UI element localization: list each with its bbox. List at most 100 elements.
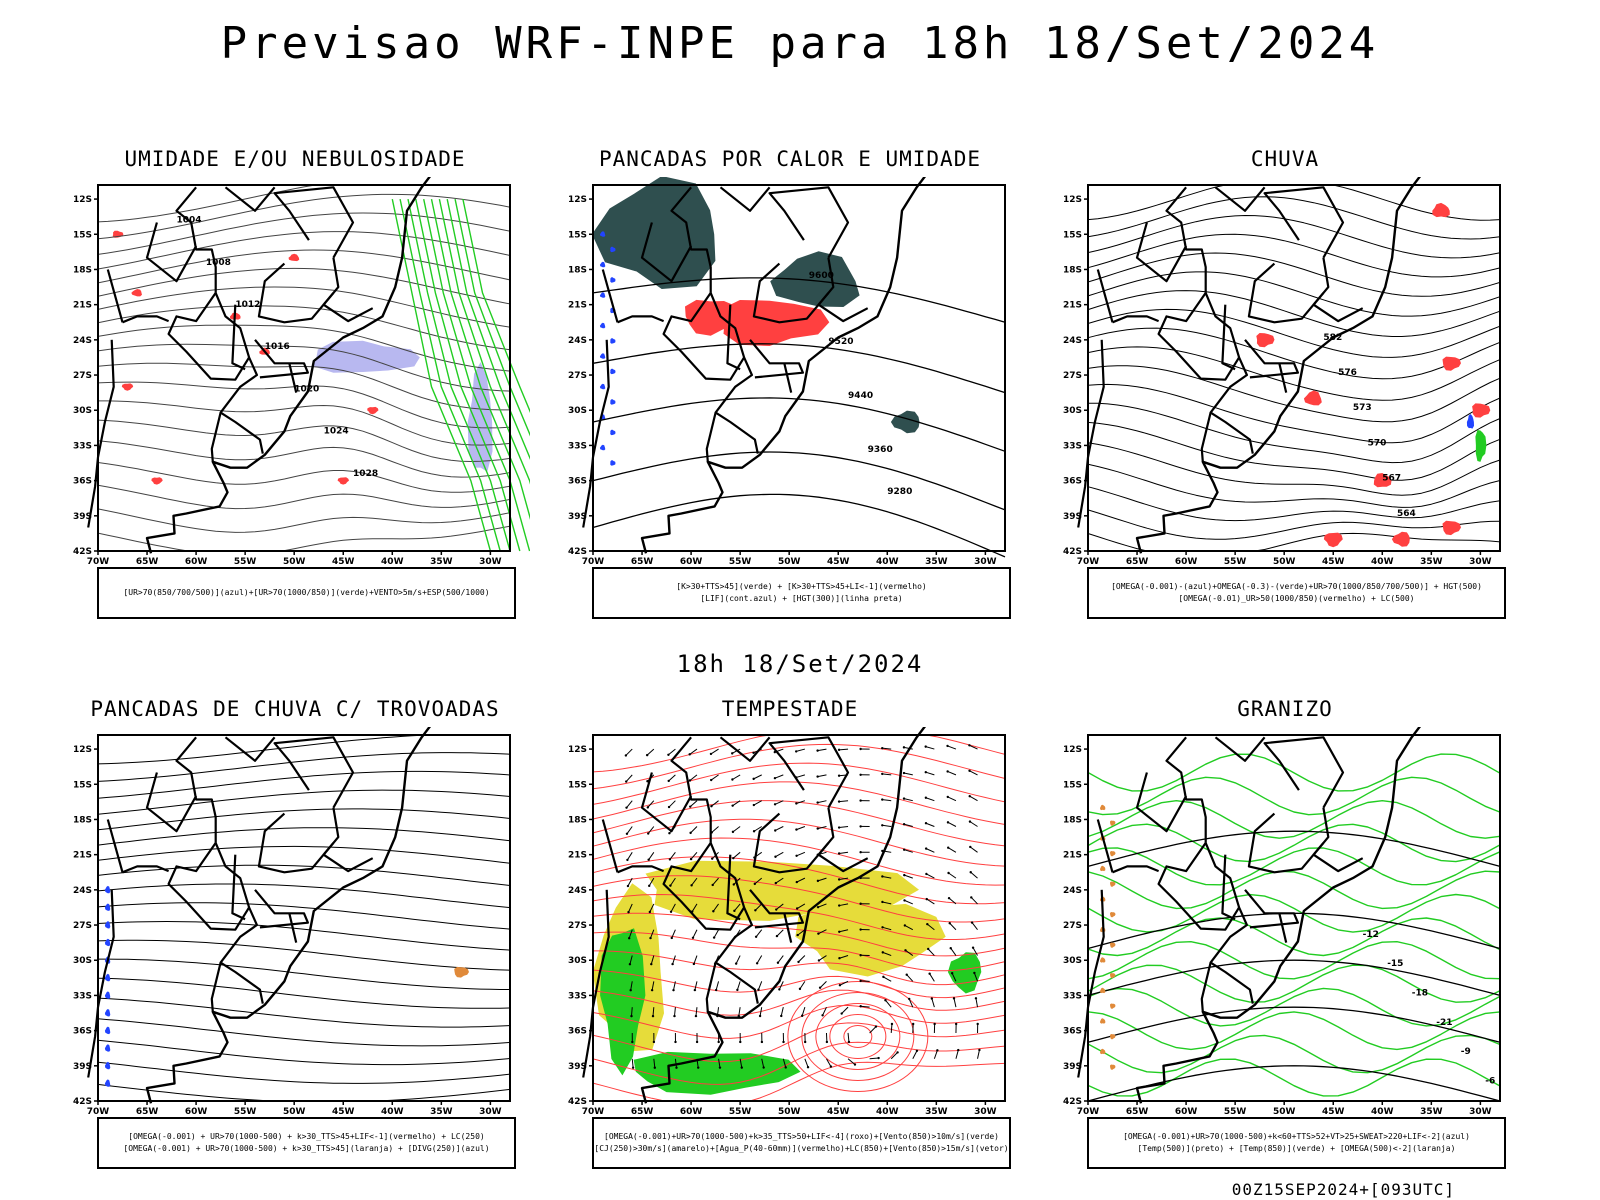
lat-tick-label: 15S: [73, 780, 92, 790]
political-border: [1263, 186, 1345, 259]
temp850-contour: [1087, 776, 1501, 816]
wind-vector-head: [689, 831, 692, 835]
political-border: [617, 315, 665, 324]
streamline: [1087, 463, 1501, 508]
wind-vector-head: [752, 751, 755, 754]
lat-tick-label: 12S: [568, 745, 587, 755]
lc850-streamline: [592, 1004, 1006, 1039]
coastline: [640, 727, 926, 1104]
wind-vector: [796, 826, 806, 831]
wind-vector-head: [652, 1040, 656, 1044]
lat-tick-label: 15S: [1063, 780, 1082, 790]
instability-area: [454, 966, 469, 978]
political-border: [1077, 889, 1105, 1078]
wind-vector-head: [752, 830, 756, 833]
panel-title: GRANIZO: [1237, 697, 1333, 721]
wind-vector: [797, 929, 806, 936]
wind-vector-head: [924, 745, 927, 748]
lat-tick-label: 24S: [73, 336, 92, 346]
wind-vector: [796, 903, 806, 909]
panel-title: PANCADAS POR CALOR E UMIDADE: [598, 147, 981, 171]
lon-tick-label: 70W: [1077, 1107, 1100, 1117]
divergence-area: [104, 1009, 111, 1017]
wind-vector-head: [968, 744, 971, 747]
political-border: [224, 186, 276, 212]
political-border: [257, 812, 335, 874]
political-border: [231, 304, 246, 371]
contour-label: 570: [1368, 438, 1387, 448]
wind-vector: [949, 922, 957, 931]
wind-vector-head: [646, 806, 650, 809]
political-border: [1247, 262, 1325, 324]
wind-vector-head: [881, 900, 884, 904]
political-border: [709, 842, 759, 1004]
wind-vector: [948, 897, 957, 905]
wind-vector: [775, 877, 784, 884]
temp850-contour: [1087, 1034, 1501, 1074]
panel-granizo: GRANIZO -12 -15 -18 -21 -9 -6 12S 15S 18S 21S 24S 2…: [1040, 697, 1530, 1177]
wind-vector-head: [806, 1065, 810, 1069]
streamline: [1087, 421, 1501, 481]
political-border: [210, 962, 222, 1012]
wind-vector: [822, 1006, 827, 1016]
lat-tick-label: 39S: [1063, 1062, 1082, 1072]
lon-tick-label: 40W: [381, 1107, 404, 1117]
wind-vector: [735, 955, 741, 964]
wind-vector: [882, 901, 892, 905]
lon-tick-label: 45W: [827, 557, 850, 567]
contour-label: 9360: [868, 445, 893, 455]
wind-vector-head: [902, 848, 906, 851]
wind-vector: [739, 1058, 743, 1068]
wind-vector-head: [881, 824, 884, 827]
wind-vector-head: [717, 1040, 720, 1044]
lat-tick-label: 30S: [1063, 406, 1082, 416]
political-border: [662, 292, 746, 381]
wind-vector: [955, 1049, 959, 1059]
wind-vector-head: [646, 780, 649, 783]
lon-tick-label: 55W: [729, 557, 752, 567]
wind-vector: [904, 849, 913, 853]
lc850-streamline: [592, 989, 1006, 1016]
temp850-contour: [1087, 800, 1501, 839]
wind-vector-head: [648, 910, 652, 914]
contour-label: -6: [1485, 1076, 1495, 1086]
wind-vector-head: [667, 805, 671, 809]
thickness-mark: [151, 477, 163, 485]
wind-vector: [694, 981, 698, 991]
instability-area: [592, 177, 716, 289]
wind-vector-head: [949, 947, 952, 950]
wind-vector: [647, 800, 655, 808]
wind-vector: [882, 926, 892, 931]
wind-vector: [882, 773, 892, 776]
contour-label: 1024: [324, 427, 349, 437]
legend-line: [LIF](cont.azul) + [HGT(300)](linha pret…: [700, 594, 903, 603]
omega-rain-area: [1391, 531, 1410, 547]
streamline: [97, 997, 511, 1028]
wind-vector: [710, 748, 719, 755]
wind-vector-head: [760, 1040, 764, 1044]
wind-vector-head: [669, 910, 673, 914]
wind-vector-head: [881, 746, 884, 750]
wind-vector: [628, 929, 633, 939]
wind-streamline: [97, 419, 511, 462]
lat-tick-label: 21S: [73, 301, 92, 311]
wind-vector-head: [778, 988, 781, 991]
lon-tick-label: 60W: [1175, 1107, 1198, 1117]
lon-tick-label: 40W: [876, 1107, 899, 1117]
lif-contour: [610, 429, 616, 436]
wind-vector-head: [795, 907, 799, 910]
lc850-streamline: [592, 743, 1006, 790]
wind-vector-head: [927, 947, 930, 951]
wind-vector: [927, 948, 935, 956]
temp850-contour: [1087, 870, 1501, 910]
wind-vector-head: [740, 1066, 743, 1069]
lat-tick-label: 33S: [568, 991, 587, 1001]
wind-vector-head: [924, 771, 927, 774]
wind-vector: [736, 981, 741, 991]
political-border: [106, 269, 124, 323]
wind-vector: [776, 929, 784, 937]
wind-vector-head: [625, 832, 629, 835]
wind-vector-head: [915, 1049, 919, 1052]
political-border: [1096, 819, 1114, 873]
wind-vector: [715, 981, 720, 991]
